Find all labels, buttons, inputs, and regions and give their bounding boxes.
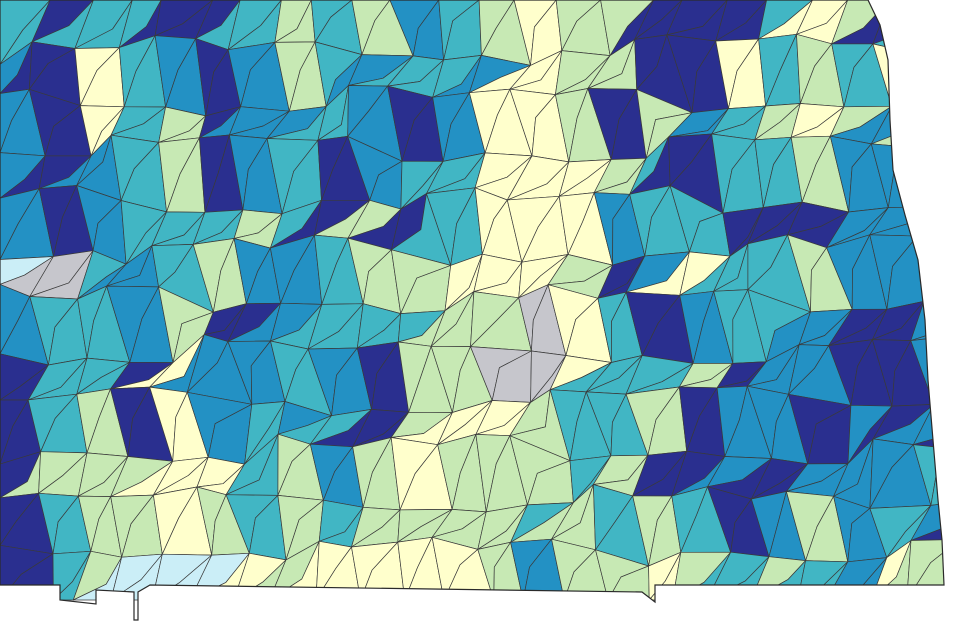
district-layer	[0, 0, 944, 601]
state-outline	[0, 0, 945, 621]
district	[910, 501, 944, 541]
